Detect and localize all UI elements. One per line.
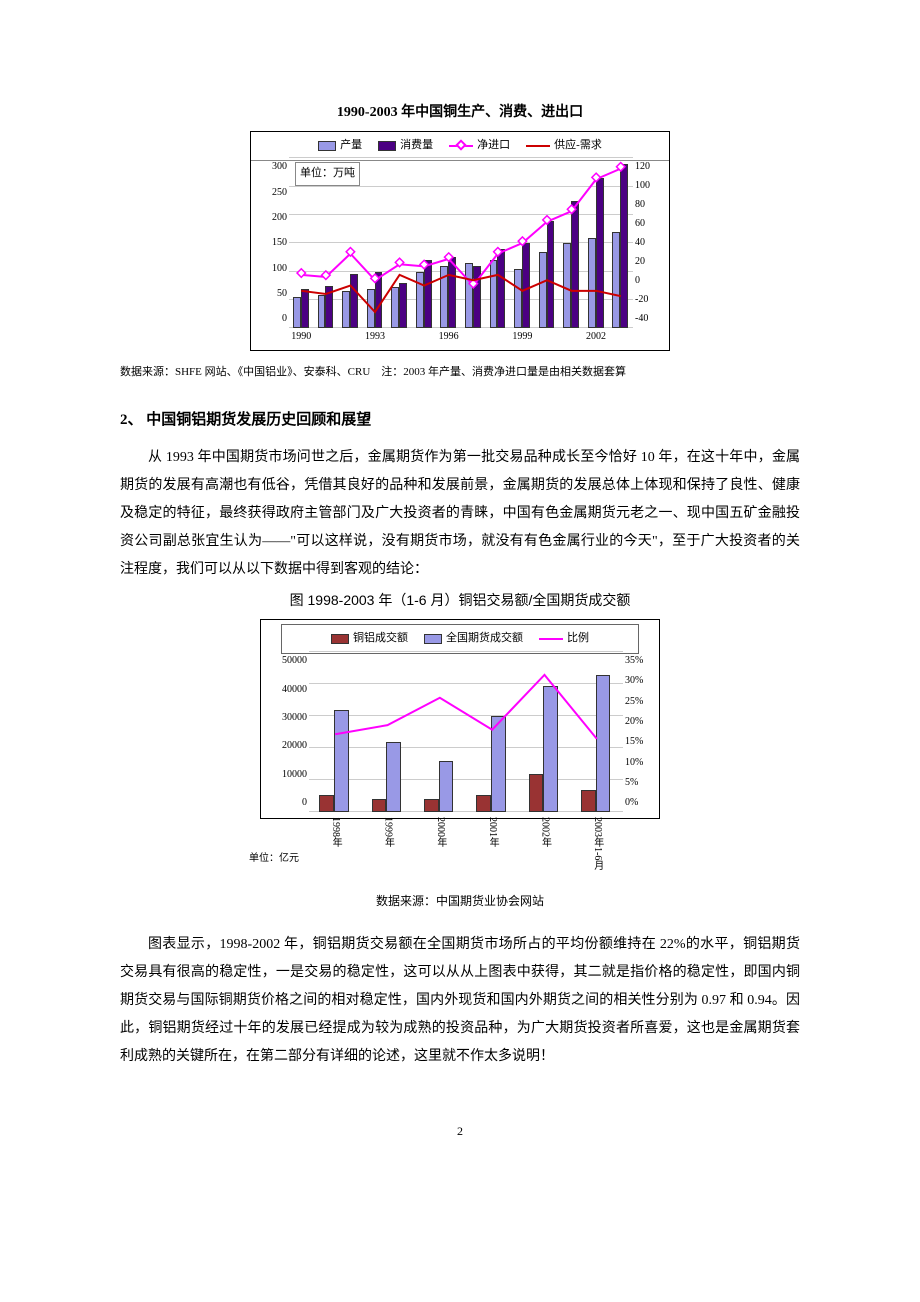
para2: 图表显示，1998-2002 年，铜铝期货交易额在全国期货市场所占的平均份额维持… bbox=[120, 931, 800, 1071]
legend-item: 全国期货成交额 bbox=[424, 629, 523, 649]
chart1-y-right: 120100806040200-20-40 bbox=[635, 158, 661, 328]
chart2-container: 铜铝成交额 全国期货成交额 比例 50000400003000020000100000… bbox=[120, 619, 800, 879]
legend-label: 比例 bbox=[567, 629, 589, 649]
chart2-lines bbox=[309, 652, 623, 812]
chart2-y-left: 50000400003000020000100000 bbox=[265, 652, 307, 812]
chart1-title: 1990-2003 年中国铜生产、消费、进出口 bbox=[120, 100, 800, 125]
chart1-y-left: 300250200150100500 bbox=[261, 158, 287, 328]
legend-label: 产量 bbox=[340, 136, 362, 156]
chart1-container: 产量消费量净进口供应-需求300250200150100500120100806… bbox=[120, 131, 800, 351]
page-number: 2 bbox=[120, 1121, 800, 1143]
chart2-unit: 单位：亿元 bbox=[249, 850, 299, 868]
legend-label: 消费量 bbox=[400, 136, 433, 156]
legend-label: 供应-需求 bbox=[554, 136, 602, 156]
chart1-x-axis: 19901993199619992002 bbox=[289, 328, 633, 346]
chart1-unit: 单位：万吨 bbox=[295, 162, 360, 186]
legend-label: 全国期货成交额 bbox=[446, 629, 523, 649]
legend-item: 供应-需求 bbox=[526, 136, 602, 156]
chart2-plot: 5000040000300002000010000035%30%25%20%15… bbox=[309, 652, 623, 812]
section2-para1: 从 1993 年中国期货市场问世之后，金属期货作为第一批交易品种成长至今恰好 1… bbox=[120, 444, 800, 584]
chart2-source: 数据来源：中国期货业协会网站 bbox=[120, 891, 800, 913]
legend-item: 净进口 bbox=[449, 136, 510, 156]
legend-item: 产量 bbox=[318, 136, 362, 156]
chart2-legend: 铜铝成交额 全国期货成交额 比例 bbox=[281, 624, 639, 654]
section2-heading: 2、 中国铜铝期货发展历史回顾和展望 bbox=[120, 407, 800, 434]
chart2-title: 图 1998-2003 年（1-6 月）铜铝交易额/全国期货成交额 bbox=[120, 588, 800, 613]
chart1-box: 产量消费量净进口供应-需求300250200150100500120100806… bbox=[250, 131, 670, 351]
legend-swatch bbox=[424, 634, 442, 644]
chart1-source: 数据来源：SHFE 网站、《中国铝业》、安泰科、CRU 注：2003 年产量、消… bbox=[120, 363, 800, 383]
legend-swatch bbox=[526, 141, 550, 151]
legend-item: 比例 bbox=[539, 629, 589, 649]
legend-swatch bbox=[378, 141, 396, 151]
chart2-box: 铜铝成交额 全国期货成交额 比例 50000400003000020000100000… bbox=[260, 619, 660, 819]
chart2-x-axis: 1998年1999年2000年2001年2002年2003年1-6月 bbox=[309, 817, 623, 870]
chart2-y-right: 35%30%25%20%15%10%5%0% bbox=[625, 652, 651, 812]
legend-label: 净进口 bbox=[477, 136, 510, 156]
legend-swatch bbox=[449, 141, 473, 151]
legend-swatch bbox=[318, 141, 336, 151]
legend-swatch bbox=[331, 634, 349, 644]
legend-item: 消费量 bbox=[378, 136, 433, 156]
legend-label: 铜铝成交额 bbox=[353, 629, 408, 649]
legend-swatch bbox=[539, 634, 563, 644]
legend-item: 铜铝成交额 bbox=[331, 629, 408, 649]
chart1-plot: 300250200150100500120100806040200-20-40单… bbox=[289, 158, 633, 328]
